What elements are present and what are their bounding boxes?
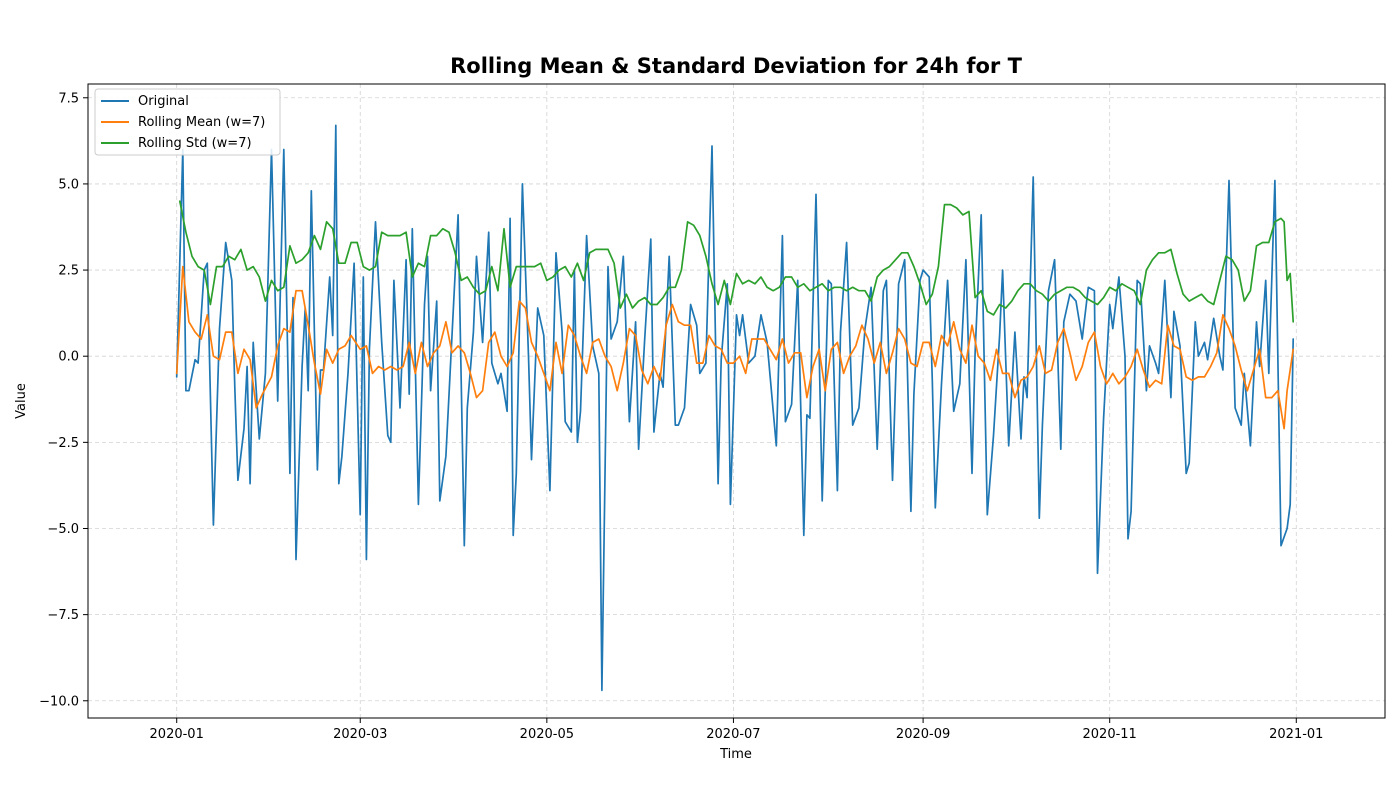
x-axis-label: Time (719, 747, 752, 762)
y-tick-label: −10.0 (39, 694, 79, 709)
x-tick-label: 2020-09 (896, 727, 950, 742)
x-axis: 2020-01 2020-03 2020-05 2020-07 2020-09 2020-… (150, 718, 1323, 742)
legend-label-rolling-std: Rolling Std (w=7) (138, 136, 252, 151)
y-tick-label: 0.0 (58, 350, 79, 365)
plot-frame (87, 83, 1386, 719)
y-tick-label: −2.5 (47, 436, 79, 451)
y-tick-label: 7.5 (58, 91, 79, 106)
grid-lines (88, 84, 1385, 718)
legend-box (94, 88, 281, 156)
series-line-rolling-mean (175, 265, 1295, 430)
series-line-original (175, 124, 1295, 692)
series-lines (175, 124, 1295, 692)
x-tick-label: 2020-01 (150, 727, 204, 742)
y-tick-label: 5.0 (58, 177, 79, 192)
series-line-rolling-std (178, 200, 1295, 323)
x-tick-label: 2020-11 (1083, 727, 1137, 742)
y-tick-label: −5.0 (47, 522, 79, 537)
legend: Original Rolling Mean (w=7) Rolling Std … (94, 88, 281, 156)
y-axis: 7.5 5.0 2.5 0.0 −2.5 −5.0 −7.5 −10.0 (39, 91, 88, 709)
y-axis-label: Value (14, 383, 29, 419)
x-tick-label: 2020-03 (333, 727, 387, 742)
y-tick-label: −7.5 (47, 608, 79, 623)
legend-label-rolling-mean: Rolling Mean (w=7) (138, 115, 265, 130)
legend-label-original: Original (138, 94, 189, 109)
chart-title: Rolling Mean & Standard Deviation for 24… (450, 54, 1022, 78)
x-tick-label: 2020-07 (706, 727, 760, 742)
x-tick-label: 2021-01 (1269, 727, 1323, 742)
x-tick-label: 2020-05 (520, 727, 574, 742)
y-tick-label: 2.5 (58, 264, 79, 279)
